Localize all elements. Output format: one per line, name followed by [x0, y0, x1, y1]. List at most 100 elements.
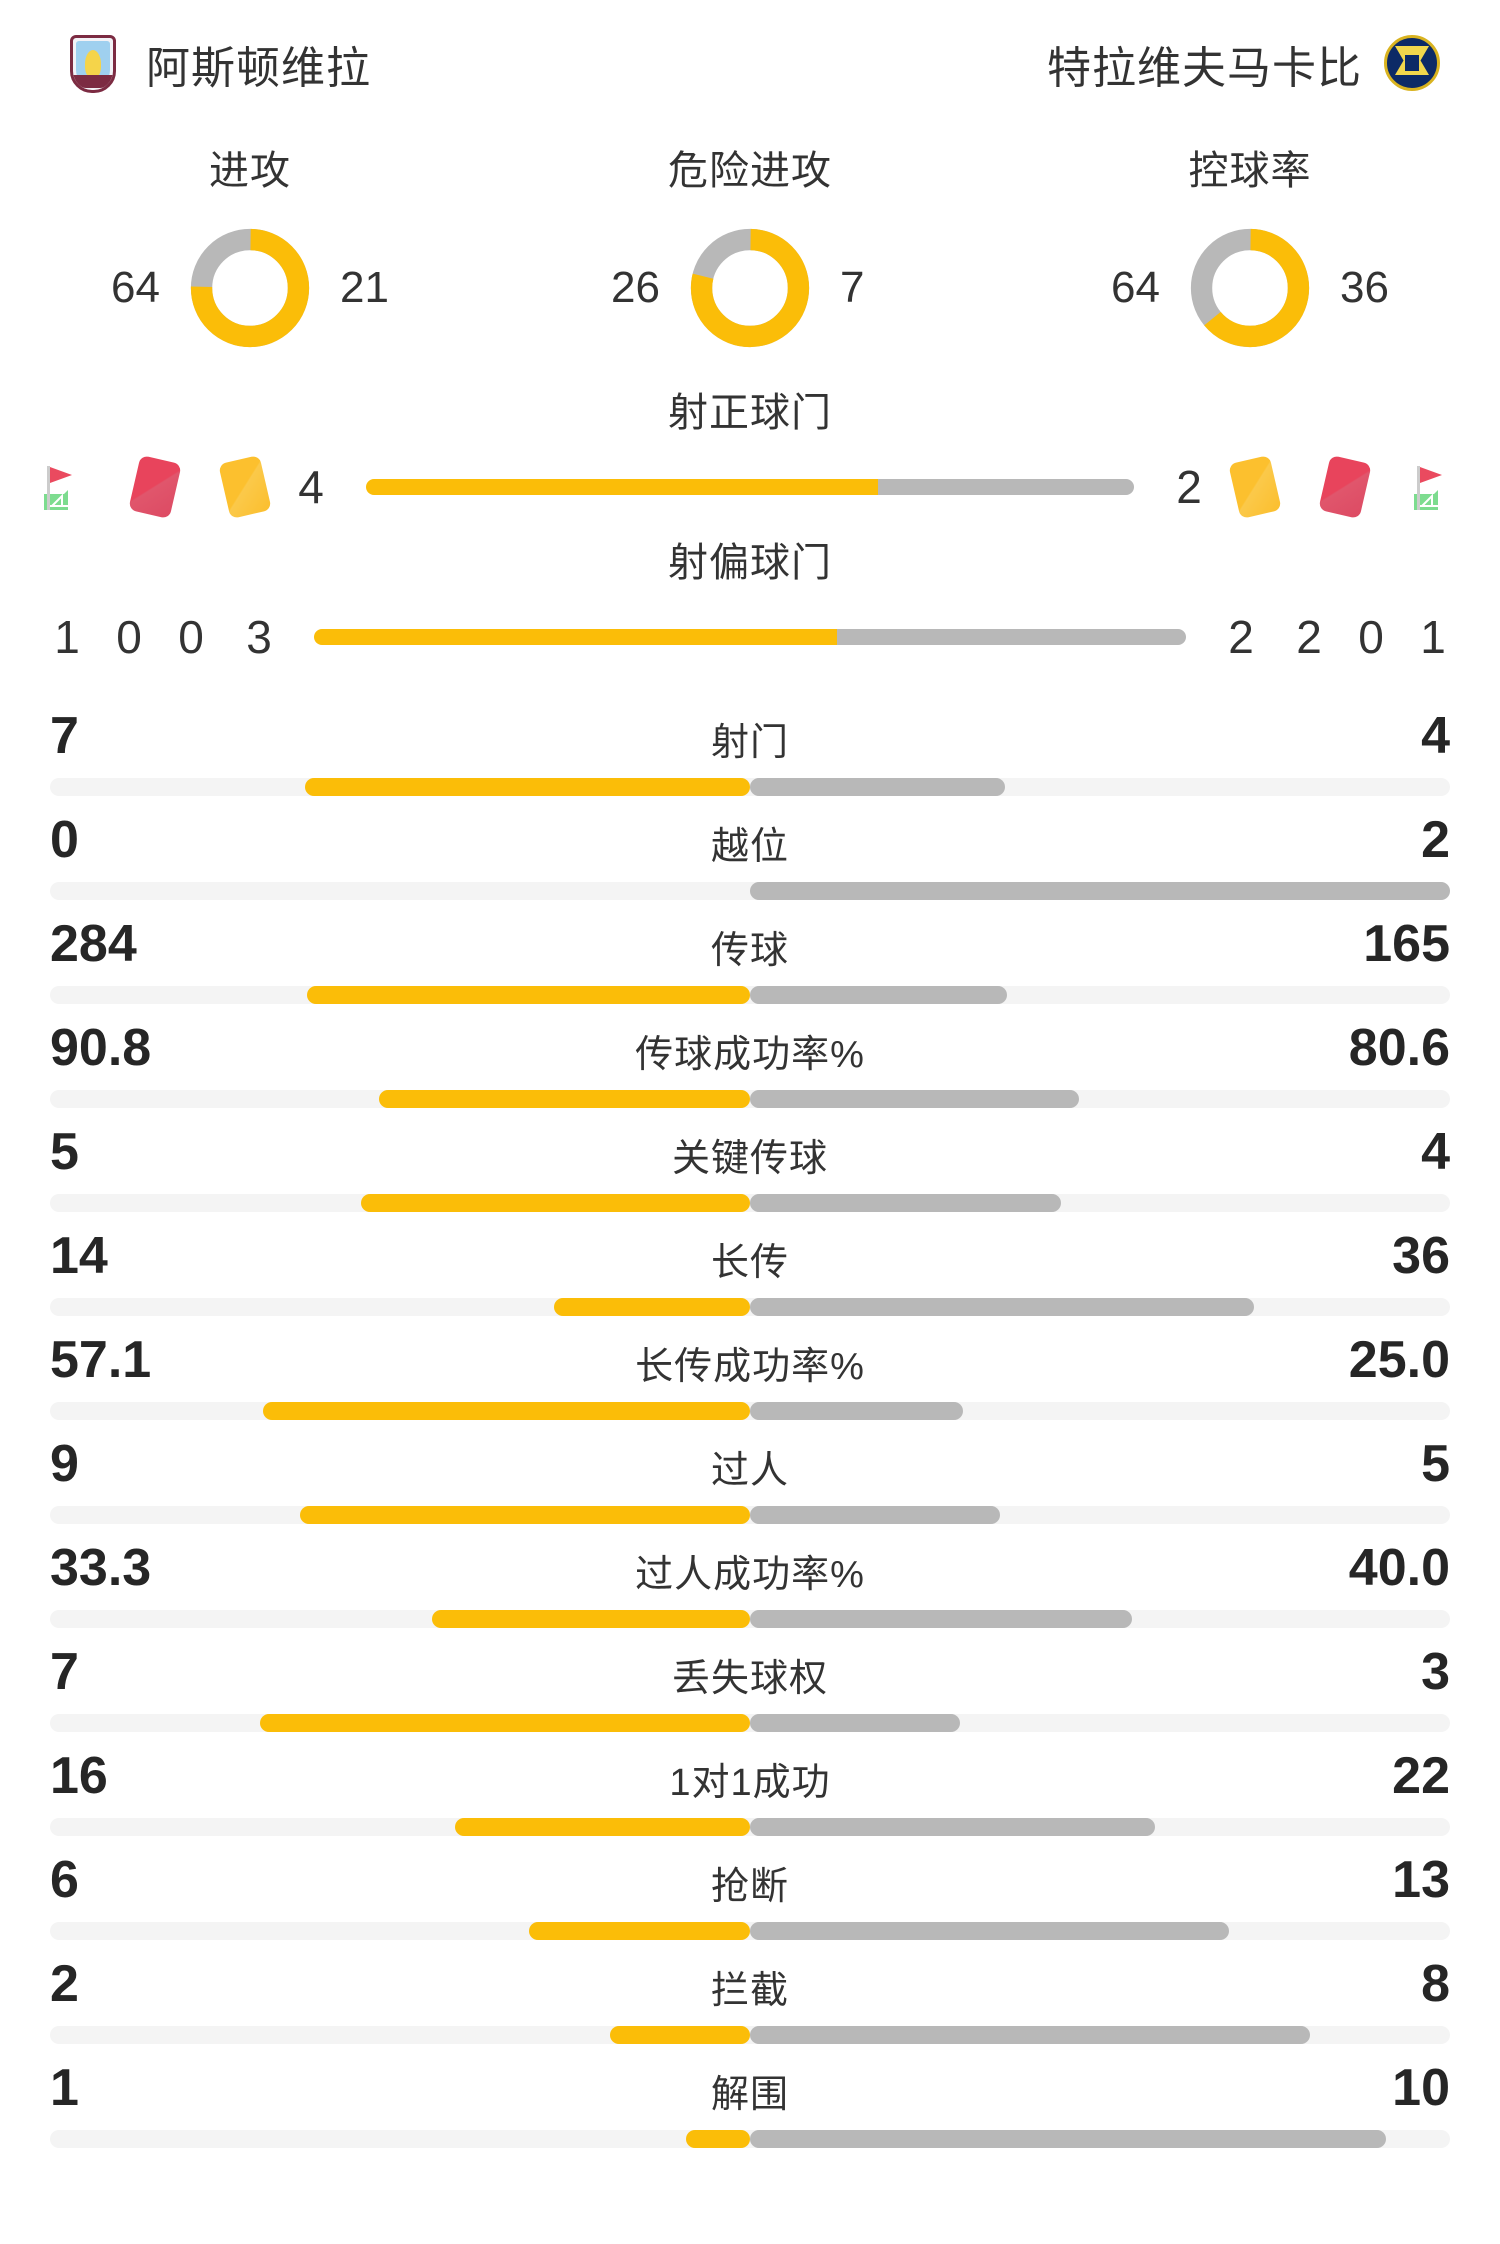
stat-label: 过人: [710, 1450, 789, 1492]
stat-bar-home: [260, 1714, 750, 1732]
stat-home-value: 7: [50, 1643, 79, 1701]
stat-bar-away: [750, 1506, 1000, 1524]
stat-bar-away: [750, 2130, 1387, 2148]
stat-away-value: 5: [1421, 1435, 1450, 1493]
stat-home-value: 1: [50, 2059, 79, 2117]
shots-off-target-away: 2: [1228, 611, 1254, 663]
away-team-name: 特拉维夫马卡比: [1047, 44, 1362, 93]
stat-label: 丢失球权: [671, 1658, 828, 1700]
donut-away-value: 21: [340, 263, 389, 312]
shots-on-target-home: 4: [298, 461, 324, 513]
stat-bar-away: [750, 1402, 963, 1420]
stat-bar-away: [750, 1818, 1156, 1836]
stat-row: 14 长传 36: [50, 1216, 1450, 1320]
stat-bar: [50, 778, 1450, 796]
stat-home-value: 7: [50, 707, 79, 765]
stat-row: 0 越位 2: [50, 800, 1450, 904]
stat-bar-away: [750, 778, 1005, 796]
stat-bar-away: [750, 986, 1007, 1004]
stat-away-value: 10: [1392, 2059, 1450, 2117]
donut-attacks: 进攻 64 21: [0, 138, 500, 352]
shots-on-target-row: 4 2: [0, 444, 1500, 530]
stat-bar-home: [360, 1194, 750, 1212]
stat-bar-home: [686, 2130, 750, 2148]
stat-bar: [50, 2130, 1450, 2148]
donut-summary-row: 进攻 64 21 危险进攻 26 7 控球率 64: [0, 128, 1500, 372]
maccabi-tel-aviv-crest: [1384, 35, 1440, 93]
stat-label: 1对1成功: [669, 1762, 831, 1804]
match-header: 阿斯顿维拉 特拉维夫马卡比: [0, 0, 1500, 128]
donut-title: 危险进攻: [668, 149, 832, 193]
stat-row: 16 1对1成功 22: [50, 1736, 1450, 1840]
stat-home-value: 6: [50, 1851, 79, 1909]
shots-on-target-away: 2: [1176, 461, 1202, 513]
stat-away-value: 4: [1421, 1123, 1450, 1181]
stat-row: 57.1 长传成功率% 25.0: [50, 1320, 1450, 1424]
stat-bar: [50, 1194, 1450, 1212]
donut-dangerous-attacks: 危险进攻 26 7: [500, 138, 1000, 352]
stat-home-value: 9: [50, 1435, 79, 1493]
stat-bar: [50, 882, 1450, 900]
away-corner-count: 1: [1420, 611, 1446, 663]
stat-home-value: 284: [50, 915, 137, 973]
stat-row: 7 丢失球权 3: [50, 1632, 1450, 1736]
corner-flag-icon: [36, 456, 94, 518]
donut-title: 进攻: [209, 149, 291, 193]
shots-on-target-label: 射正球门: [668, 391, 832, 435]
stat-away-value: 25.0: [1348, 1331, 1450, 1389]
stat-bar-home: [528, 1922, 750, 1940]
stat-bar-home: [299, 1506, 750, 1524]
stat-bar-away: [750, 1194, 1061, 1212]
stat-bar-away: [750, 1298, 1254, 1316]
stat-bar-home: [554, 1298, 750, 1316]
corner-flag-icon: [1406, 456, 1464, 518]
shots-block: 射正球门 4 2: [0, 372, 1500, 690]
stats-list: 7 射门 4 0 越位 2 284 传球 165 90.8 传球成功率% 80.6 5 关键传球 4 14 长传…: [0, 690, 1500, 2180]
stat-label: 拦截: [710, 1970, 789, 2012]
stat-home-value: 33.3: [50, 1539, 152, 1597]
stat-bar-home: [304, 778, 750, 796]
stat-bar: [50, 1610, 1450, 1628]
shots-off-target-home: 3: [246, 611, 272, 663]
stat-bar-home: [306, 986, 750, 1004]
away-team[interactable]: 特拉维夫马卡比: [1047, 32, 1440, 96]
stat-bar-away: [750, 1610, 1133, 1628]
donut-home-value: 64: [1111, 263, 1160, 312]
stat-away-value: 22: [1392, 1747, 1450, 1805]
donut-possession: 控球率 64 36: [1000, 138, 1500, 352]
stat-label: 过人成功率%: [635, 1554, 865, 1596]
stat-label: 解围: [710, 2074, 789, 2116]
stat-bar-away: [750, 882, 1450, 900]
donut-away-value: 7: [840, 263, 865, 312]
stat-home-value: 5: [50, 1123, 79, 1181]
stat-away-value: 3: [1421, 1643, 1450, 1701]
stat-label: 射门: [710, 722, 789, 764]
home-team[interactable]: 阿斯顿维拉: [70, 32, 371, 96]
stat-bar-home: [432, 1610, 750, 1628]
home-corner-count: 1: [54, 611, 80, 663]
stat-home-value: 2: [50, 1955, 79, 2013]
stat-bar: [50, 1402, 1450, 1420]
stat-bar-home: [610, 2026, 750, 2044]
shots-off-target-bar: [314, 629, 1186, 645]
stat-row: 5 关键传球 4: [50, 1112, 1450, 1216]
stat-away-value: 8: [1421, 1955, 1450, 2013]
home-team-name: 阿斯顿维拉: [146, 44, 371, 93]
stat-home-value: 90.8: [50, 1019, 152, 1077]
stat-label: 越位: [710, 826, 789, 868]
yellow-card-icon: [1226, 454, 1284, 520]
stat-bar: [50, 1298, 1450, 1316]
stat-bar-away: [750, 2026, 1310, 2044]
stat-row: 1 解围 10: [50, 2048, 1450, 2152]
stat-home-value: 16: [50, 1747, 108, 1805]
stat-home-value: 57.1: [50, 1331, 152, 1389]
stat-away-value: 2: [1421, 811, 1450, 869]
stat-bar: [50, 1922, 1450, 1940]
shots-off-target-label: 射偏球门: [668, 541, 832, 585]
stat-bar-away: [750, 1922, 1229, 1940]
stat-bar-home: [379, 1090, 750, 1108]
away-discipline-counts: 2 0 1: [1278, 610, 1464, 664]
stat-label: 关键传球: [671, 1138, 828, 1180]
stat-row: 33.3 过人成功率% 40.0: [50, 1528, 1450, 1632]
stat-row: 7 射门 4: [50, 696, 1450, 800]
